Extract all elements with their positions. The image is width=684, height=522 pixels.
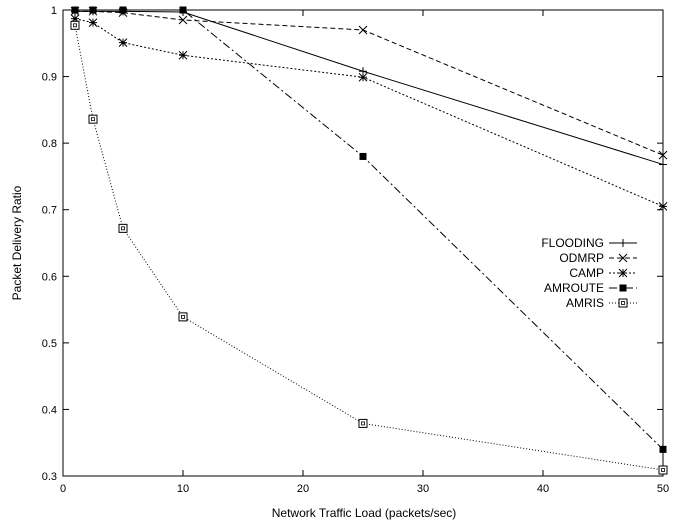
legend-label: ODMRP [559,251,604,265]
series-camp [70,14,668,211]
y-tick-label: 0.6 [42,271,57,283]
series-amris [70,20,668,475]
series-amroute [71,6,667,453]
data-point [118,38,128,47]
data-point [358,418,368,428]
plot-frame [62,9,664,477]
legend-label: AMROUTE [544,281,604,295]
data-point [88,18,98,28]
legend-item: ODMRP [559,251,637,265]
legend-item: FLOODING [541,236,637,250]
series-line [75,9,664,450]
data-point [359,152,367,160]
plot-area: 0.30.40.50.60.70.80.910 10 20 30 40 50FLOODIN… [42,5,669,495]
data-point [358,25,368,35]
data-point [179,6,187,14]
legend-marker [618,253,628,263]
legend-item: CAMP [569,266,637,280]
data-point [70,20,80,30]
x-tick-label: 20 [297,483,309,495]
legend-item: AMROUTE [544,281,637,295]
x-tick-label: 50 [657,483,669,495]
legend-label: FLOODING [541,236,604,250]
legend-item: AMRIS [566,296,637,310]
data-point [71,6,79,14]
series-line [75,10,664,165]
data-point [118,223,128,233]
data-point [658,202,668,211]
y-tick-label: 0.5 [42,338,57,350]
y-tick-label: 0.8 [42,138,57,150]
data-point [658,150,668,160]
data-point [88,114,98,124]
legend-label: AMRIS [566,296,604,310]
series-flooding [71,7,667,169]
data-point [358,72,368,82]
y-tick-label: 0.4 [42,404,57,416]
legend-marker [619,284,627,292]
data-point [658,465,668,475]
data-point [659,445,667,453]
y-axis-title: Packet Delivery Ratio [10,185,24,300]
legend-marker [618,298,628,308]
data-point [178,312,188,322]
y-tick-label: 0.9 [42,72,57,84]
data-point [119,6,127,14]
x-tick-label: 30 [417,483,429,495]
legend-marker [619,239,627,247]
data-point [70,14,80,24]
series-odmrp [70,6,668,160]
x-tick-label: 10 [177,483,189,495]
data-point [659,160,667,169]
series-line [75,10,664,156]
data-point [178,15,188,25]
legend-marker [618,268,628,278]
y-tick-label: 0.3 [42,471,57,483]
legend-label: CAMP [569,266,604,280]
data-point [89,6,97,14]
y-tick-label: 1 [51,5,57,17]
y-tick-label: 0.7 [42,205,57,217]
x-tick-label: 0 [60,483,66,495]
x-tick-label: 40 [537,483,549,495]
series-line [74,18,664,207]
x-axis-title: Network Traffic Load (packets/sec) [272,506,457,520]
data-point [178,50,188,60]
